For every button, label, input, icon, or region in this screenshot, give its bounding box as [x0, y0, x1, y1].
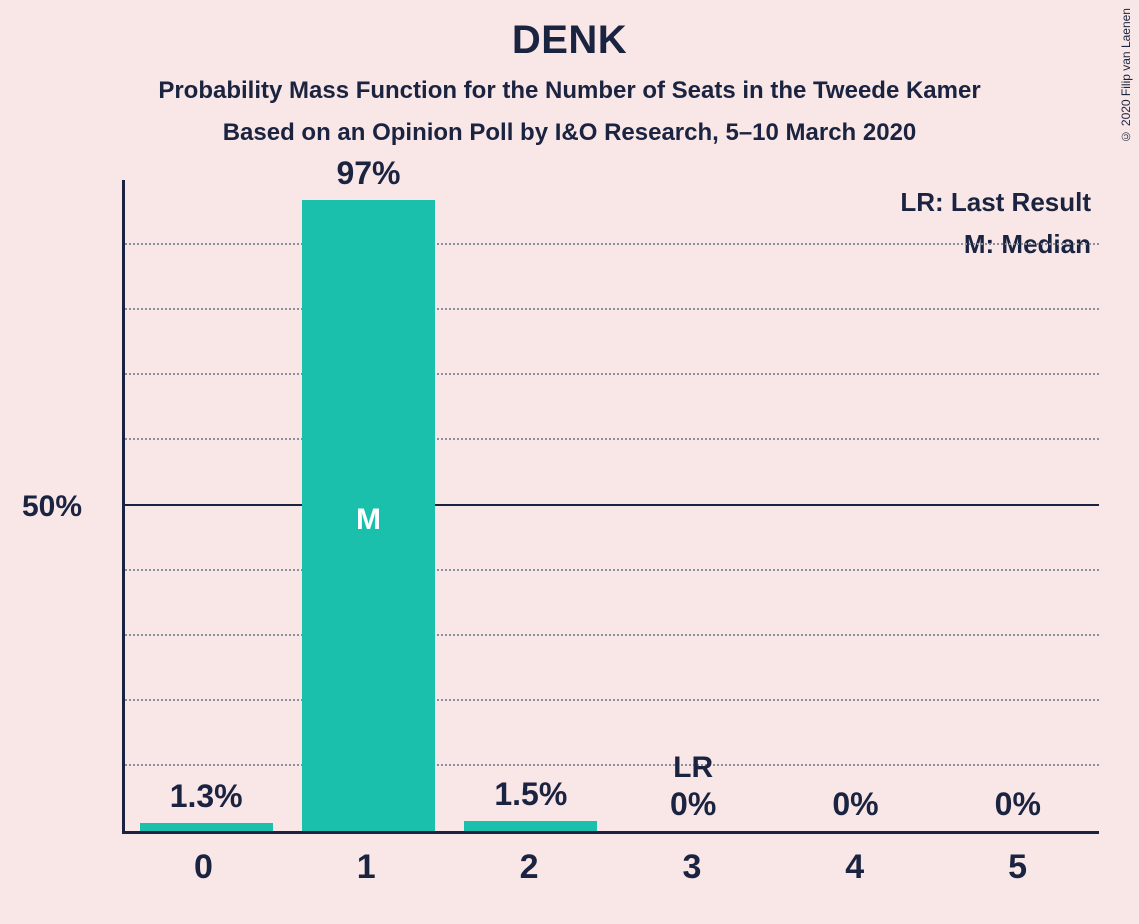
bar-value-label-0: 1.3% — [140, 778, 273, 815]
bar-value-label-2: 1.5% — [464, 776, 597, 813]
plot-area: LR: Last Result M: Median 1.3%97%M1.5%0%… — [122, 180, 1099, 834]
x-tick-3: 3 — [610, 838, 773, 894]
bar-column-2: 1.5% — [450, 180, 612, 831]
bar-value-label-5: 0% — [951, 786, 1084, 823]
y-axis-tick-50: 50% — [22, 490, 82, 524]
median-marker: M — [302, 503, 435, 537]
bar-column-5: 0% — [937, 180, 1099, 831]
chart-area: LR: Last Result M: Median 1.3%97%M1.5%0%… — [60, 180, 1099, 894]
x-tick-1: 1 — [285, 838, 448, 894]
bar-1: 97%M — [302, 200, 435, 831]
lr-marker: LR — [627, 751, 760, 785]
bar-value-label-4: 0% — [789, 786, 922, 823]
bar-column-1: 97%M — [287, 180, 449, 831]
chart-subtitle-2: Based on an Opinion Poll by I&O Research… — [0, 119, 1139, 147]
bar-2: 1.5% — [464, 821, 597, 831]
bar-value-label-3: 0% — [627, 786, 760, 823]
x-tick-2: 2 — [448, 838, 611, 894]
x-tick-5: 5 — [936, 838, 1099, 894]
chart-subtitle-1: Probability Mass Function for the Number… — [0, 77, 1139, 105]
x-tick-4: 4 — [773, 838, 936, 894]
bar-column-3: 0%LR — [612, 180, 774, 831]
bar-column-0: 1.3% — [125, 180, 287, 831]
bar-column-4: 0% — [774, 180, 936, 831]
bar-value-label-1: 97% — [302, 155, 435, 192]
x-axis-labels: 012345 — [122, 838, 1099, 894]
bar-0: 1.3% — [140, 823, 273, 831]
copyright-text: © 2020 Filip van Laenen — [1119, 8, 1133, 143]
bars-container: 1.3%97%M1.5%0%LR0%0% — [125, 180, 1099, 831]
x-tick-0: 0 — [122, 838, 285, 894]
chart-title: DENK — [0, 0, 1139, 63]
